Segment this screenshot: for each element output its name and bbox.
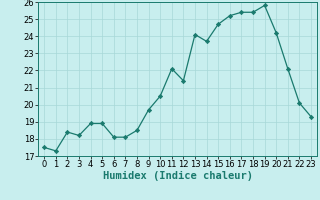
X-axis label: Humidex (Indice chaleur): Humidex (Indice chaleur) [103, 171, 252, 181]
